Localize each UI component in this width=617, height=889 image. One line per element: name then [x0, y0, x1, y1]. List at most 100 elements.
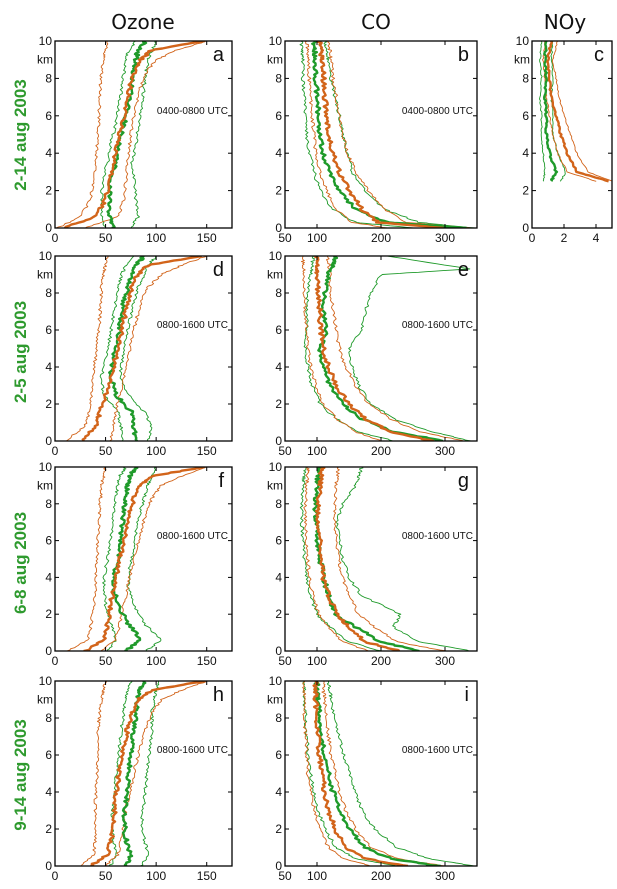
series-green-mean-0 — [317, 256, 444, 441]
row-label-1: 2-14 aug 2003 — [11, 79, 30, 191]
y-tick-label: 6 — [45, 748, 52, 762]
series-orange-bound-5 — [332, 467, 447, 651]
series-orange-bound-4 — [302, 681, 371, 866]
panel-e-lines — [300, 256, 471, 441]
series-orange-mean-3 — [546, 41, 609, 183]
series-green-mean-0 — [313, 681, 441, 866]
series-green-bound-1 — [299, 467, 382, 651]
col-title-noy: NOy — [544, 10, 587, 34]
panel-g: 50 100 200 300 0 2 4 6 8 10 km g 0800-1600 UTC — [267, 460, 478, 668]
x-tick-label: 150 — [197, 444, 217, 458]
panel-h-frame — [54, 680, 233, 867]
y-tick-label: 8 — [45, 497, 52, 511]
panel-letter: c — [594, 44, 604, 66]
series-green-bound-1 — [102, 467, 127, 651]
panel-g-frame — [284, 466, 478, 652]
panel-letter: f — [218, 470, 224, 492]
series-orange-bound-5 — [104, 681, 207, 866]
panel-letter: a — [213, 44, 225, 66]
y-tick-label: 2 — [275, 184, 282, 198]
y-tick-label: 10 — [269, 34, 283, 48]
x-tick-label: 50 — [99, 869, 113, 883]
time-window-label: 0400-0800 UTC — [402, 106, 473, 117]
series-green-bound-1 — [299, 41, 414, 228]
x-tick-label: 0 — [52, 231, 59, 245]
x-tick-label: 300 — [435, 444, 455, 458]
series-orange-bound-5 — [85, 41, 207, 228]
series-green-bound-2 — [140, 681, 160, 866]
x-tick-label: 100 — [146, 654, 166, 668]
y-tick-label: 4 — [275, 785, 282, 799]
x-tick-label: 0 — [52, 444, 59, 458]
x-tick-label: 50 — [99, 654, 113, 668]
series-orange-bound-4 — [55, 41, 109, 228]
series-green-bound-2 — [550, 41, 566, 182]
series-orange-mean-3 — [90, 681, 205, 866]
y-tick-label: 10 — [39, 674, 53, 688]
y-tick-label: 8 — [275, 711, 282, 725]
time-window-label: 0800-1600 UTC — [402, 531, 473, 542]
series-orange-bound-5 — [551, 41, 612, 182]
y-tick-label: 2 — [275, 607, 282, 621]
time-window-label: 0800-1600 UTC — [402, 745, 473, 756]
y-tick-label: 10 — [269, 460, 283, 474]
series-green-bound-2 — [126, 467, 162, 651]
y-tick-label: 4 — [45, 785, 52, 799]
series-orange-mean-3 — [63, 41, 205, 228]
series-green-mean-0 — [543, 41, 559, 182]
y-tick-label: 2 — [522, 184, 529, 198]
y-unit-label: km — [267, 53, 283, 67]
series-green-bound-2 — [348, 256, 471, 441]
series-orange-mean-3 — [312, 681, 409, 866]
panel-d: 0 50 100 150 0 2 4 6 8 10 km d 0800-1600 UTC — [37, 249, 233, 458]
y-tick-label: 10 — [269, 674, 283, 688]
y-tick-label: 2 — [45, 397, 52, 411]
x-tick-label: 150 — [197, 869, 217, 883]
y-tick-label: 10 — [39, 249, 53, 263]
row-label-4: 9-14 aug 2003 — [11, 719, 30, 831]
x-tick-label: 200 — [371, 231, 391, 245]
series-orange-bound-4 — [80, 681, 107, 866]
y-unit-label: km — [37, 268, 53, 282]
y-tick-label: 8 — [275, 286, 282, 300]
y-tick-label: 10 — [516, 34, 530, 48]
series-green-mean-0 — [106, 41, 148, 228]
col-title-ozone: Ozone — [111, 10, 174, 34]
panel-f: 0 50 100 150 0 2 4 6 8 10 km f 0800-1600 UTC — [37, 460, 233, 668]
y-unit-label: km — [514, 53, 530, 67]
panel-i: 50 100 200 300 0 2 4 6 8 10 km i 0800-1600 UTC — [267, 674, 478, 883]
series-green-bound-2 — [130, 41, 157, 228]
panel-e: 50 100 200 300 0 2 4 6 8 10 km e 0800-1600 UTC — [267, 249, 478, 458]
panel-i-lines — [302, 681, 474, 866]
x-tick-label: 100 — [307, 231, 327, 245]
panel-a-frame — [54, 40, 233, 229]
x-tick-label: 100 — [307, 654, 327, 668]
panel-i-frame — [284, 680, 478, 867]
y-tick-label: 6 — [275, 323, 282, 337]
panel-letter: g — [458, 470, 469, 492]
panel-b: 50 100 200 300 0 2 4 6 8 10 km b 0400-0800 UTC — [267, 34, 478, 245]
x-tick-label: 0 — [529, 231, 536, 245]
x-tick-label: 50 — [278, 231, 292, 245]
x-tick-label: 150 — [197, 231, 217, 245]
time-window-label: 0800-1600 UTC — [402, 320, 473, 331]
series-green-bound-1 — [100, 41, 137, 228]
y-tick-label: 8 — [45, 286, 52, 300]
series-green-bound-2 — [118, 256, 157, 441]
panel-d-frame — [54, 255, 233, 442]
y-tick-label: 2 — [275, 397, 282, 411]
series-orange-bound-4 — [66, 256, 109, 441]
y-tick-label: 0 — [45, 644, 52, 658]
y-tick-label: 6 — [522, 109, 529, 123]
x-tick-label: 0 — [52, 869, 59, 883]
x-tick-label: 200 — [371, 869, 391, 883]
panel-h: 0 50 100 150 0 2 4 6 8 10 km h 0800-1600 UTC — [37, 674, 233, 883]
row-label-2: 2-5 aug 2003 — [11, 301, 30, 403]
panel-h-lines — [80, 681, 207, 866]
panel-letter: d — [213, 259, 224, 281]
row-label-3: 6-8 aug 2003 — [11, 512, 30, 614]
x-tick-label: 4 — [593, 231, 600, 245]
col-title-co: CO — [361, 10, 391, 34]
x-tick-label: 200 — [371, 444, 391, 458]
